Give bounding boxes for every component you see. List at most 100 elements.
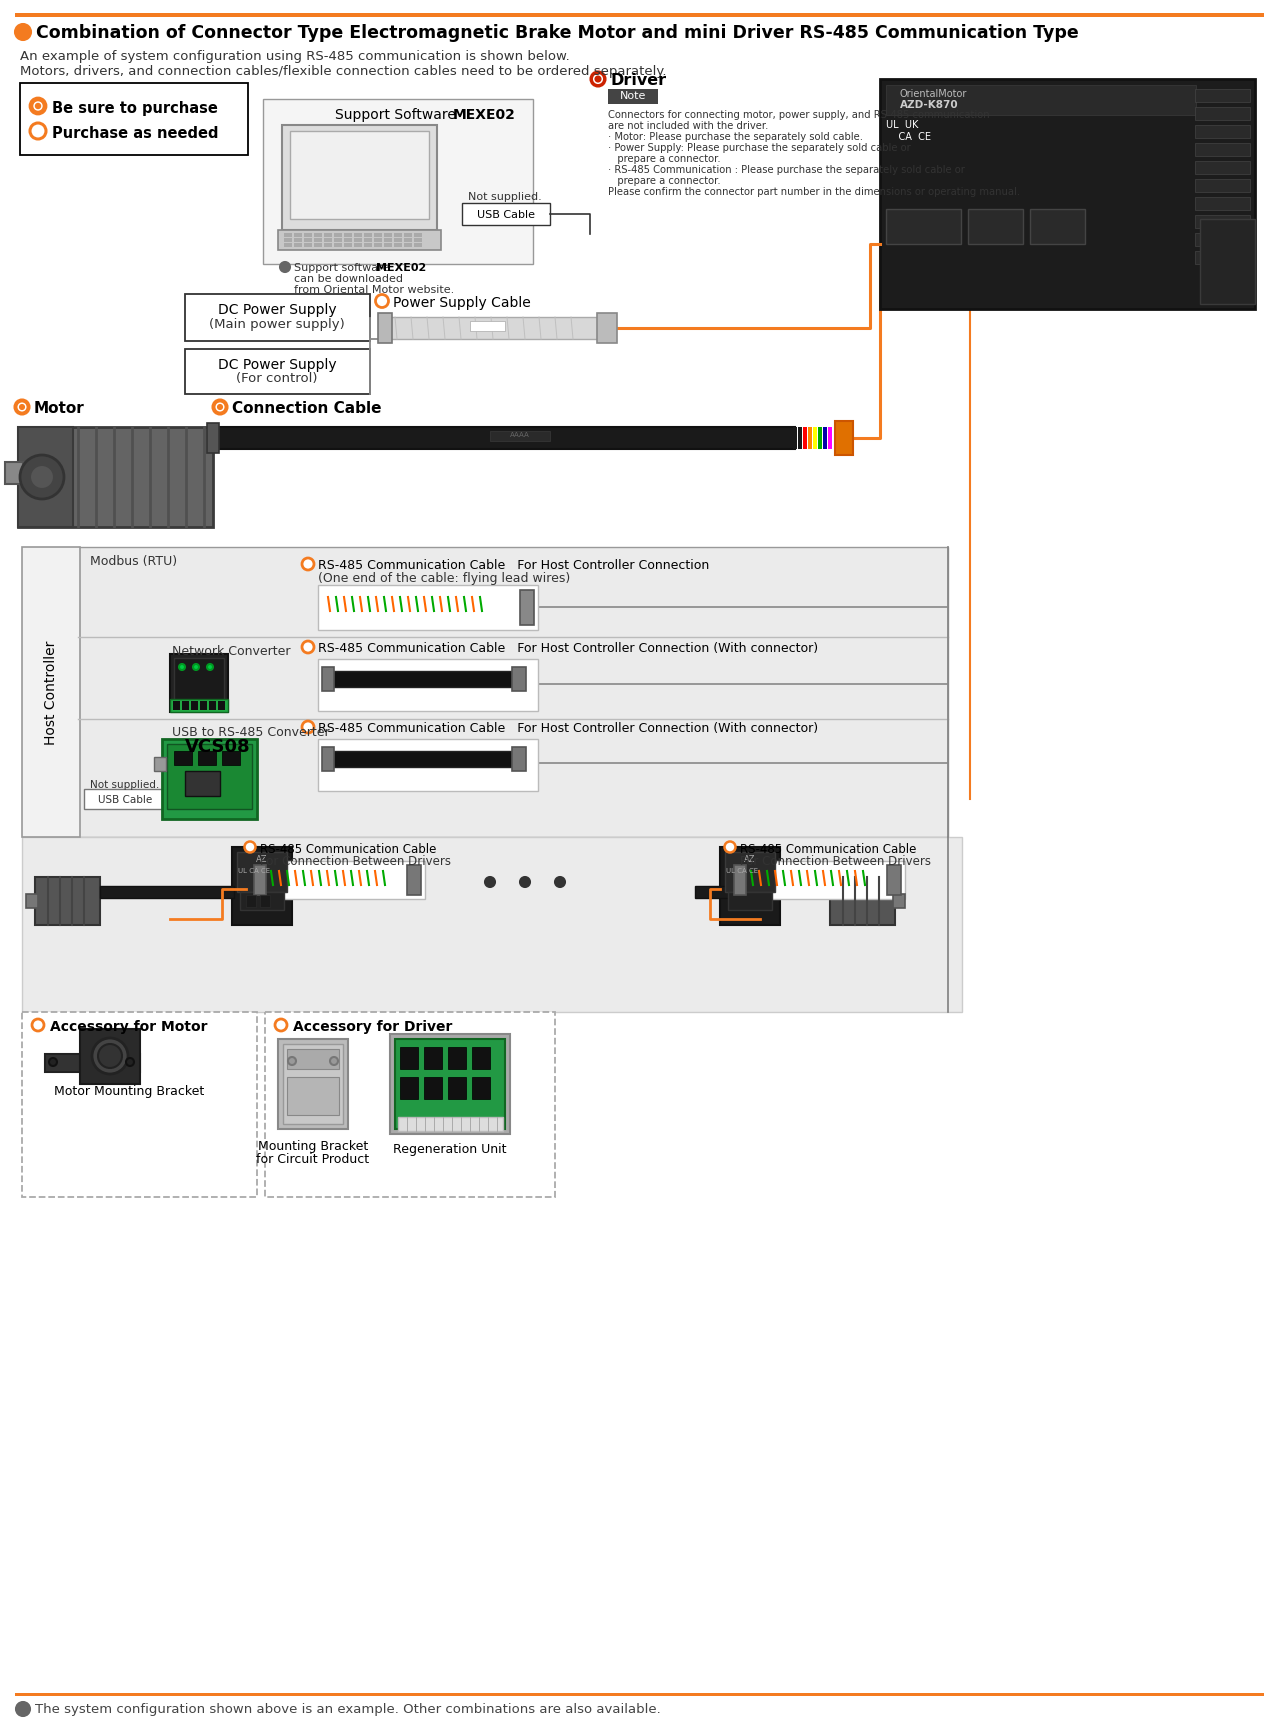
Bar: [173, 701, 180, 710]
Bar: [394, 244, 402, 248]
Text: Power Supply Cable: Power Supply Cable: [393, 296, 531, 310]
Circle shape: [280, 263, 290, 274]
Circle shape: [92, 1039, 128, 1074]
Bar: [384, 244, 391, 248]
Bar: [793, 428, 797, 450]
Bar: [384, 234, 391, 237]
Bar: [185, 350, 370, 395]
Circle shape: [591, 73, 605, 87]
Bar: [808, 428, 812, 450]
Bar: [263, 100, 533, 265]
Bar: [835, 423, 853, 456]
Circle shape: [244, 842, 256, 852]
Bar: [318, 585, 538, 630]
Bar: [735, 861, 906, 899]
Bar: [215, 428, 796, 450]
Bar: [278, 230, 441, 251]
Bar: [830, 878, 895, 925]
Bar: [822, 428, 828, 450]
Bar: [322, 667, 334, 691]
Text: Be sure to purchase: Be sure to purchase: [52, 100, 217, 116]
Bar: [318, 660, 538, 712]
Text: · Motor: Please purchase the separately sold cable.: · Motor: Please purchase the separately …: [608, 132, 863, 142]
Text: An example of system configuration using RS-485 communication is shown below.: An example of system configuration using…: [20, 50, 569, 62]
Bar: [828, 428, 833, 450]
Bar: [198, 752, 216, 766]
Bar: [1195, 251, 1250, 265]
Bar: [880, 80, 1255, 310]
Bar: [290, 132, 428, 220]
Bar: [283, 1044, 343, 1124]
Text: Please confirm the connector part number in the dimensions or operating manual.: Please confirm the connector part number…: [608, 187, 1021, 197]
Bar: [304, 244, 312, 248]
Text: RS-485 Communication Cable   For Host Controller Connection (With connector): RS-485 Communication Cable For Host Cont…: [318, 641, 819, 655]
Bar: [1030, 210, 1085, 244]
Bar: [286, 1050, 339, 1069]
Bar: [365, 239, 372, 242]
Text: RS-485 Communication Cable: RS-485 Communication Cable: [260, 842, 436, 856]
Bar: [694, 887, 829, 899]
Bar: [200, 701, 207, 710]
Bar: [334, 244, 341, 248]
Bar: [813, 428, 817, 450]
Circle shape: [179, 665, 185, 670]
Circle shape: [18, 404, 26, 410]
Bar: [512, 748, 526, 771]
Bar: [334, 239, 341, 242]
Text: For Connection Between Drivers: For Connection Between Drivers: [260, 854, 451, 868]
Bar: [26, 894, 38, 909]
Text: AAAA: AAAA: [510, 431, 530, 438]
Bar: [407, 866, 421, 895]
Bar: [182, 701, 189, 710]
Text: can be downloaded: can be downloaded: [294, 274, 403, 284]
Bar: [174, 752, 192, 766]
Bar: [81, 1029, 139, 1084]
Bar: [398, 1117, 503, 1131]
Text: AZ: AZ: [744, 854, 756, 864]
Bar: [608, 90, 657, 106]
Bar: [18, 428, 73, 528]
Bar: [448, 1077, 466, 1100]
Bar: [185, 294, 370, 341]
Text: Note: Note: [620, 92, 646, 100]
Bar: [84, 790, 166, 809]
Bar: [803, 428, 807, 450]
Bar: [472, 1048, 490, 1069]
Text: (Main power supply): (Main power supply): [210, 317, 345, 331]
Text: UL  UK
    CA  CE: UL UK CA CE: [886, 120, 931, 142]
Bar: [217, 701, 225, 710]
Bar: [315, 234, 322, 237]
Bar: [521, 591, 535, 625]
Circle shape: [216, 404, 224, 410]
Bar: [330, 672, 515, 688]
Bar: [354, 244, 362, 248]
Circle shape: [29, 466, 54, 490]
Bar: [728, 892, 773, 911]
Bar: [162, 740, 257, 819]
Text: The system configuration shown above is an example. Other combinations are also : The system configuration shown above is …: [35, 1703, 661, 1715]
Bar: [414, 239, 422, 242]
Circle shape: [288, 1058, 295, 1065]
Bar: [472, 1077, 490, 1100]
Bar: [22, 1013, 257, 1197]
Bar: [512, 667, 526, 691]
Text: Motor: Motor: [35, 400, 84, 416]
Bar: [78, 547, 948, 838]
Text: Purchase as needed: Purchase as needed: [52, 126, 219, 140]
Text: OrientalMotor: OrientalMotor: [900, 88, 967, 99]
Circle shape: [521, 878, 530, 887]
Circle shape: [330, 1058, 338, 1065]
Text: for Circuit Product: for Circuit Product: [256, 1152, 370, 1166]
Bar: [294, 239, 302, 242]
Text: MEXE02: MEXE02: [453, 107, 515, 121]
Bar: [448, 1048, 466, 1069]
Bar: [208, 701, 216, 710]
Bar: [394, 239, 402, 242]
Bar: [255, 861, 425, 899]
Bar: [324, 239, 333, 242]
Circle shape: [555, 878, 565, 887]
Circle shape: [593, 76, 602, 83]
Text: · Power Supply: Please purchase the separately sold cable or: · Power Supply: Please purchase the sepa…: [608, 144, 911, 152]
Bar: [344, 234, 352, 237]
Bar: [968, 210, 1023, 244]
